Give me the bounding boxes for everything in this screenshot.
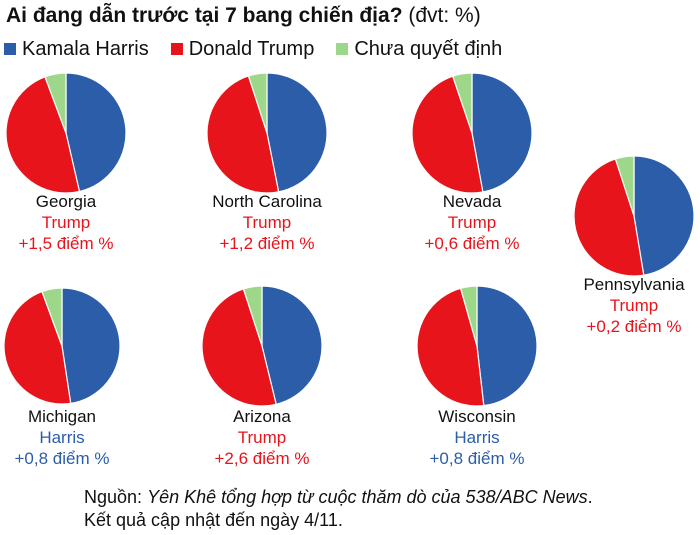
leader-label-arizona: Trump bbox=[238, 428, 287, 447]
pie-slice-nevada-harris bbox=[471, 72, 533, 193]
leader-label-georgia: Trump bbox=[42, 213, 91, 232]
pie-wisconsin: Wisconsin Harris +0,8 điểm % bbox=[416, 285, 538, 468]
state-label-georgia: Georgia bbox=[36, 192, 97, 211]
legend-item-trump: Donald Trump bbox=[170, 37, 315, 61]
source-label: Nguồn: bbox=[84, 487, 143, 507]
pie-slice-pennsylvania-harris bbox=[633, 155, 695, 276]
state-label-nevada: Nevada bbox=[443, 192, 502, 211]
legend-swatch-undecided bbox=[336, 43, 349, 55]
chart-title-unit: (đvt: %) bbox=[408, 4, 481, 27]
leader-label-wisconsin: Harris bbox=[454, 428, 499, 447]
pie-slice-nevada-trump bbox=[411, 75, 484, 194]
margin-label-arizona: +2,6 điểm % bbox=[215, 449, 310, 468]
leader-label-michigan: Harris bbox=[39, 428, 84, 447]
pie-georgia: Georgia Trump +1,5 điểm % bbox=[5, 72, 127, 253]
margin-label-nevada: +0,6 điểm % bbox=[425, 234, 520, 253]
pie-slice-michigan-undecided bbox=[41, 287, 63, 347]
pie-slice-georgia-undecided bbox=[44, 72, 67, 134]
legend-swatch-harris bbox=[4, 43, 16, 55]
pie-slice-wisconsin-undecided bbox=[459, 285, 478, 347]
state-label-north-carolina: North Carolina bbox=[212, 192, 322, 211]
pie-slice-pennsylvania-trump bbox=[573, 158, 645, 277]
pie-slice-arizona-undecided bbox=[242, 285, 263, 347]
margin-label-north-carolina: +1,2 điểm % bbox=[220, 234, 315, 253]
pie-slice-north-carolina-trump bbox=[206, 75, 280, 194]
legend: Kamala Harris Donald Trump Chưa quyết đị… bbox=[4, 36, 524, 62]
pie-slice-arizona-harris bbox=[261, 285, 323, 406]
legend-label-undecided: Chưa quyết định bbox=[354, 37, 503, 60]
pie-slice-michigan-harris bbox=[61, 287, 121, 405]
state-label-michigan: Michigan bbox=[28, 407, 96, 426]
update-note: Kết quả cập nhật đến ngày 4/11. bbox=[84, 510, 343, 530]
pie-slice-georgia-trump bbox=[5, 76, 81, 194]
state-label-wisconsin: Wisconsin bbox=[438, 407, 515, 426]
legend-item-undecided: Chưa quyết định bbox=[336, 38, 502, 61]
pie-slice-north-carolina-harris bbox=[266, 72, 328, 193]
pie-slice-wisconsin-harris bbox=[476, 285, 538, 407]
pie-slice-georgia-harris bbox=[65, 72, 127, 193]
margin-label-georgia: +1,5 điểm % bbox=[19, 234, 114, 253]
source-line: Nguồn: Yên Khê tổng hợp từ cuộc thăm dò … bbox=[84, 486, 593, 509]
margin-label-pennsylvania: +0,2 điểm % bbox=[587, 317, 682, 336]
margin-label-wisconsin: +0,8 điểm % bbox=[430, 449, 525, 468]
pie-slice-michigan-trump bbox=[3, 290, 72, 405]
pie-slice-nevada-undecided bbox=[451, 72, 473, 134]
margin-label-michigan: +0,8 điểm % bbox=[15, 449, 110, 468]
pie-north-carolina: North Carolina Trump +1,2 điểm % bbox=[206, 72, 328, 253]
chart-title-main: Ai đang dẫn trước tại 7 bang chiến địa? bbox=[6, 4, 403, 27]
pie-nevada: Nevada Trump +0,6 điểm % bbox=[411, 72, 533, 253]
source-end: . bbox=[587, 487, 593, 507]
source-text: Yên Khê tổng hợp từ cuộc thăm dò của 538… bbox=[147, 487, 588, 507]
state-label-pennsylvania: Pennsylvania bbox=[583, 275, 685, 294]
leader-label-north-carolina: Trump bbox=[243, 213, 292, 232]
pie-slice-pennsylvania-undecided bbox=[614, 155, 635, 217]
chart-title: Ai đang dẫn trước tại 7 bang chiến địa? … bbox=[6, 4, 481, 28]
pie-slice-north-carolina-undecided bbox=[247, 72, 268, 134]
pie-arizona: Arizona Trump +2,6 điểm % bbox=[201, 285, 323, 468]
pie-michigan: Michigan Harris +0,8 điểm % bbox=[3, 287, 121, 468]
leader-label-pennsylvania: Trump bbox=[610, 296, 659, 315]
legend-label-trump: Donald Trump bbox=[188, 37, 315, 60]
pie-pennsylvania: Pennsylvania Trump +0,2 điểm % bbox=[573, 155, 695, 336]
legend-label-harris: Kamala Harris bbox=[22, 37, 149, 60]
source-note: Nguồn: Yên Khê tổng hợp từ cuộc thăm dò … bbox=[84, 486, 593, 532]
pie-slice-wisconsin-trump bbox=[416, 287, 485, 407]
pie-slice-arizona-trump bbox=[201, 288, 277, 407]
state-label-arizona: Arizona bbox=[233, 407, 291, 426]
legend-item-harris: Kamala Harris bbox=[4, 38, 149, 61]
leader-label-nevada: Trump bbox=[448, 213, 497, 232]
legend-swatch-trump bbox=[170, 43, 183, 55]
